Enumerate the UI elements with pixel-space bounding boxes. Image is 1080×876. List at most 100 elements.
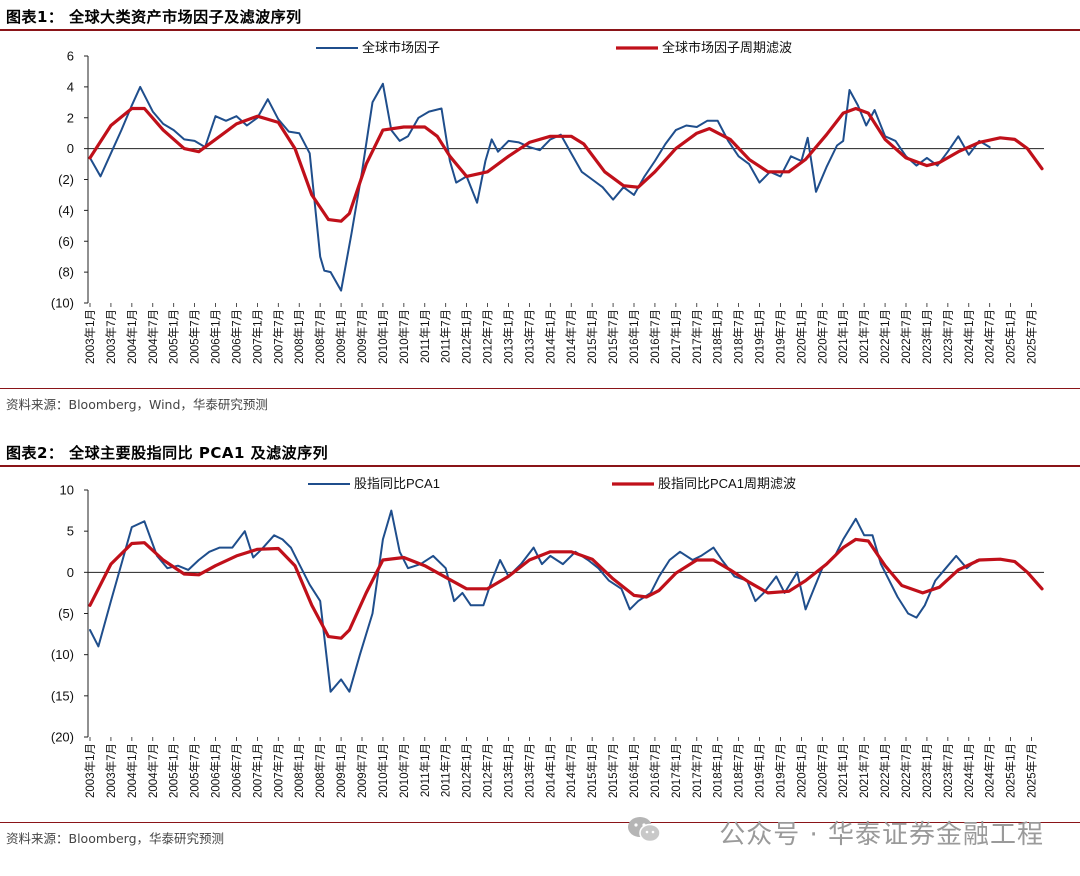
chart2-x-tick-label: 2006年7月 [229, 743, 243, 798]
chart1-x-tick-label: 2018年1月 [711, 309, 725, 364]
chart1-x-tick-label: 2024年1月 [962, 309, 976, 364]
chart1-x-tick-label: 2023年1月 [920, 309, 934, 364]
chart2-x-tick-label: 2008年1月 [292, 743, 306, 798]
chart1-y-tick-label: 6 [67, 49, 74, 64]
chart1-x-tick-label: 2011年7月 [439, 309, 453, 363]
chart2-y-tick-label: (10) [51, 647, 74, 662]
chart2-x-tick-label: 2004年1月 [125, 743, 139, 798]
chart1-x-tick-label: 2011年1月 [418, 309, 432, 363]
chart1-x-tick-label: 2004年7月 [146, 309, 160, 364]
chart2-x-tick-label: 2017年1月 [669, 743, 683, 798]
chart2-y-tick-label: (15) [51, 688, 74, 703]
chart1-x-tick-label: 2020年1月 [794, 309, 808, 364]
chart1-x-tick-label: 2022年1月 [878, 309, 892, 364]
chart1-x-tick-label: 2013年1月 [501, 309, 515, 364]
chart1-x-tick-label: 2015年7月 [606, 309, 620, 364]
chart1-x-tick-label: 2019年7月 [773, 309, 787, 364]
watermark-text: 公众号 · 华泰证券金融工程 [719, 820, 1044, 850]
chart2-x-tick-label: 2018年7月 [732, 743, 746, 798]
chart1-x-tick-label: 2021年7月 [857, 309, 871, 364]
chart2-x-tick-label: 2012年7月 [481, 743, 495, 798]
chart2-x-tick-label: 2011年7月 [439, 743, 453, 797]
chart1-x-tick-label: 2007年7月 [271, 309, 285, 364]
chart1-x-tick-label: 2003年1月 [83, 309, 97, 364]
chart2-x-tick-label: 2024年1月 [962, 743, 976, 798]
chart1-x-tick-label: 2025年7月 [1025, 309, 1039, 364]
chart1-x-tick-label: 2007年1月 [250, 309, 264, 364]
chart2-x-tick-label: 2012年1月 [460, 743, 474, 798]
figure2-chart: 10 5 0 (5) (10) (15) (20) 2003年1月 2003年7月 2004年1月… [51, 476, 1044, 798]
chart1-x-tick-label: 2014年7月 [564, 309, 578, 364]
chart2-x-tick-label: 2020年1月 [794, 743, 808, 798]
chart2-x-tick-label: 2015年7月 [606, 743, 620, 798]
chart2-x-tick-label: 2025年7月 [1025, 743, 1039, 798]
chart2-x-tick-label: 2009年7月 [355, 743, 369, 798]
chart1-x-tick-label: 2021年1月 [836, 309, 850, 364]
chart1-x-tick-label: 2017年7月 [690, 309, 704, 364]
chart1-x-tick-label: 2017年1月 [669, 309, 683, 364]
chart2-x-tick-label: 2009年1月 [334, 743, 348, 798]
chart1-x-tick-label: 2022年7月 [899, 309, 913, 364]
chart1-x-tick-label: 2005年7月 [188, 309, 202, 364]
chart1-x-tick-label: 2012年1月 [460, 309, 474, 364]
chart2-y-tick-label: (5) [58, 606, 74, 621]
chart2-x-tick-label: 2014年1月 [543, 743, 557, 798]
chart2-x-tick-label: 2023年7月 [941, 743, 955, 798]
chart1-y-tick-label: (10) [51, 296, 74, 311]
chart2-x-tick-label: 2003年7月 [104, 743, 118, 798]
chart2-x-tick-label: 2017年7月 [690, 743, 704, 798]
chart2-x-tick-label: 2021年1月 [836, 743, 850, 798]
chart2-x-tick-label: 2024年7月 [983, 743, 997, 798]
chart1-x-tick-label: 2019年1月 [753, 309, 767, 364]
wechat-icon [628, 817, 661, 843]
chart2-x-tick-label: 2005年1月 [167, 743, 181, 798]
chart1-y-tick-label: (6) [58, 234, 74, 249]
chart2-x-tick-label: 2019年7月 [773, 743, 787, 798]
chart2-x-tick-label: 2005年7月 [188, 743, 202, 798]
chart1-x-tick-label: 2006年7月 [229, 309, 243, 364]
figure2-bottom-rule [0, 822, 1080, 823]
chart2-x-tick-label: 2006年1月 [209, 743, 223, 798]
chart2-x-tick-label: 2011年1月 [418, 743, 432, 797]
chart2-x-tick-label: 2022年7月 [899, 743, 913, 798]
chart2-x-tick-label: 2008年7月 [313, 743, 327, 798]
chart2-series-raw-line [89, 509, 991, 693]
chart1-x-tick-label: 2004年1月 [125, 309, 139, 364]
chart2-x-tick-label: 2016年7月 [648, 743, 662, 798]
chart1-x-tick-label: 2003年7月 [104, 309, 118, 364]
figure2-title-rule [0, 465, 1080, 467]
chart1-legend-label: 全球市场因子 [362, 40, 440, 55]
chart1-x-tick-label: 2015年1月 [585, 309, 599, 364]
chart1-x-tick-label: 2025年1月 [1004, 309, 1018, 364]
figure1-source: 资料来源：Bloomberg，Wind，华泰研究预测 [6, 397, 268, 412]
chart1-x-tick-label: 2016年7月 [648, 309, 662, 364]
chart1-x-tick-label: 2008年7月 [313, 309, 327, 364]
chart2-y-tick-label: (20) [51, 730, 74, 745]
chart2-series-filtered-line [88, 537, 1044, 640]
chart2-x-tick-label: 2016年1月 [627, 743, 641, 798]
chart1-x-tick-label: 2008年1月 [292, 309, 306, 364]
chart1-y-tick-label: 0 [67, 141, 74, 156]
chart2-x-tick-label: 2014年7月 [564, 743, 578, 798]
chart2-x-tick-label: 2013年1月 [501, 743, 515, 798]
chart1-legend-label: 全球市场因子周期滤波 [662, 40, 792, 55]
chart1-x-tick-label: 2023年7月 [941, 309, 955, 364]
chart1-y-tick-label: (2) [58, 172, 74, 187]
chart1-x-tick-label: 2012年7月 [481, 309, 495, 364]
figure1-chart: 6 4 2 0 (2) (4) (6) (8) (10) 2003年1月 2003年7月 2004年1… [51, 40, 1044, 364]
chart2-legend-label: 股指同比PCA1周期滤波 [658, 476, 796, 491]
chart2-y-tick-label: 10 [60, 483, 74, 498]
chart1-x-tick-label: 2009年1月 [334, 309, 348, 364]
figure1-bottom-rule [0, 388, 1080, 389]
chart1-x-tick-label: 2010年1月 [376, 309, 390, 364]
chart1-x-tick-label: 2013年7月 [522, 309, 536, 364]
chart1-x-tick-label: 2018年7月 [732, 309, 746, 364]
chart2-x-tick-label: 2019年1月 [753, 743, 767, 798]
chart1-x-tick-label: 2009年7月 [355, 309, 369, 364]
chart2-x-tick-label: 2020年7月 [815, 743, 829, 798]
chart1-x-tick-label: 2020年7月 [815, 309, 829, 364]
chart1-x-tick-label: 2005年1月 [167, 309, 181, 364]
chart1-y-tick-label: (8) [58, 265, 74, 280]
chart2-x-tick-label: 2021年7月 [857, 743, 871, 798]
chart1-x-tick-label: 2014年1月 [543, 309, 557, 364]
